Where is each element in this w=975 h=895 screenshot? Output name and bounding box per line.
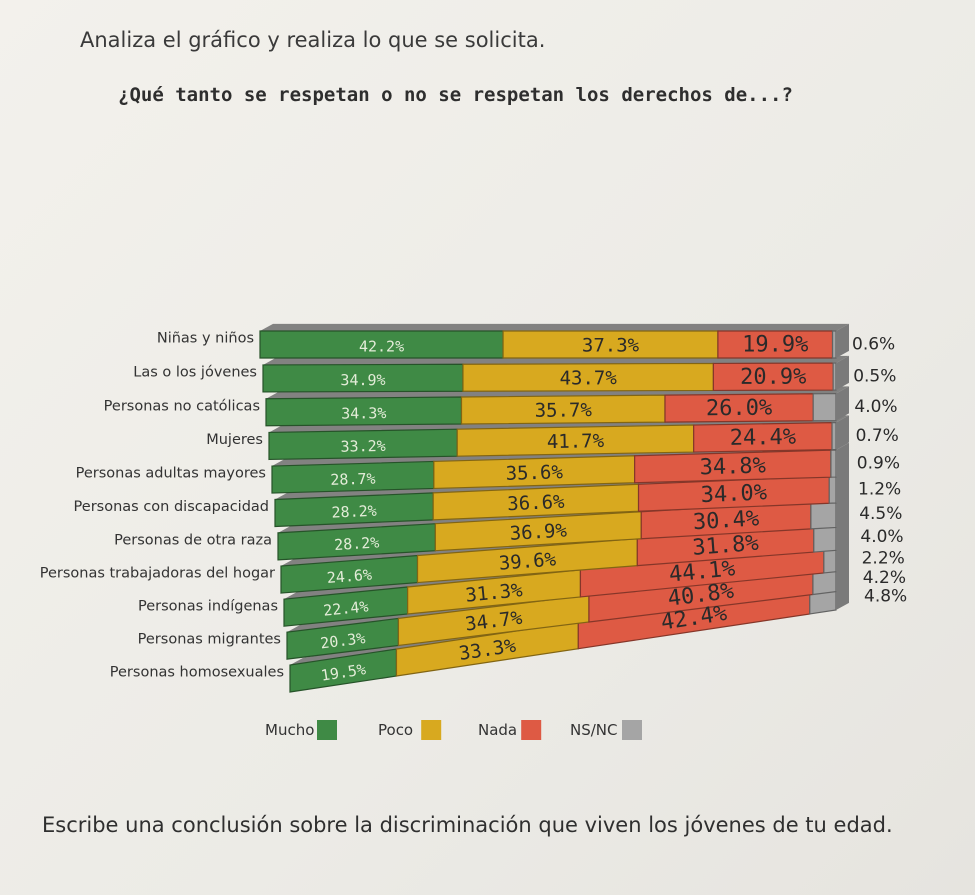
bars-group xyxy=(259,323,849,693)
legend-label: Poco xyxy=(378,721,413,739)
conclusion-prompt: Escribe una conclusión sobre la discrimi… xyxy=(42,813,893,837)
legend-item: Mucho xyxy=(265,720,337,740)
bar-nsnc-segment xyxy=(830,449,837,478)
bar-end-cap xyxy=(836,415,849,450)
bar-depth-face xyxy=(260,323,849,331)
labels-group: 19.5%33.3%42.4%20.3%34.7%40.8%22.4%31.3%… xyxy=(319,333,808,685)
legend-swatch xyxy=(622,720,642,740)
bar-row xyxy=(265,386,849,427)
bar-value-label: 28.7% xyxy=(330,470,376,489)
bar-value-label: 34.0% xyxy=(700,480,767,508)
bar-value-label: 34.3% xyxy=(341,404,386,422)
bar-value-label: 42.2% xyxy=(359,338,404,356)
nsnc-value-label: 0.9% xyxy=(857,454,900,474)
category-label: Personas de otra raza xyxy=(114,532,272,548)
bar-nsnc-segment xyxy=(812,392,837,422)
bar-value-label: 35.6% xyxy=(505,461,563,485)
legend-label: Nada xyxy=(478,721,517,739)
legend-label: NS/NC xyxy=(570,721,618,739)
bar-value-label: 30.4% xyxy=(692,506,760,535)
category-label: Personas indígenas xyxy=(138,599,278,615)
bar-value-label: 35.7% xyxy=(535,399,593,422)
bar-value-label: 20.3% xyxy=(319,629,366,652)
bar-value-label: 34.8% xyxy=(699,454,766,481)
bar-nsnc-segment xyxy=(832,362,837,391)
bar-value-label: 36.6% xyxy=(507,491,566,515)
category-label: Las o los jóvenes xyxy=(133,364,257,380)
bar-value-label: 24.4% xyxy=(730,425,797,451)
legend-swatch xyxy=(521,720,542,740)
nsnc-value-label: 4.0% xyxy=(854,397,897,417)
bar-value-label: 22.4% xyxy=(323,597,370,619)
bar-value-label: 41.7% xyxy=(547,430,605,453)
chart-title: ¿Qué tanto se respetan o no se respetan … xyxy=(118,84,793,106)
bar-value-label: 19.9% xyxy=(742,333,808,358)
bar-value-label: 37.3% xyxy=(582,335,640,357)
bar-end-cap xyxy=(836,323,849,358)
bar-value-label: 26.0% xyxy=(706,396,772,422)
bar-value-label: 24.6% xyxy=(326,566,372,587)
legend-swatch xyxy=(421,720,442,740)
bar-value-label: 31.8% xyxy=(692,531,760,561)
bar-nsnc-segment xyxy=(828,475,837,504)
bar-nsnc-segment xyxy=(831,330,837,359)
category-label: Mujeres xyxy=(206,432,263,448)
nsnc-value-label: 0.5% xyxy=(853,367,896,387)
category-label: Personas con discapacidad xyxy=(74,499,269,515)
bar-value-label: 28.2% xyxy=(334,533,380,554)
bar-value-label: 34.9% xyxy=(340,371,385,389)
bar-value-label: 36.9% xyxy=(509,520,568,545)
legend-item: Nada xyxy=(478,720,542,740)
nsnc-value-label: 2.2% xyxy=(862,548,905,568)
bar-nsnc-segment xyxy=(810,499,837,530)
bar-end-cap xyxy=(836,355,849,391)
category-label: Niñas y niños xyxy=(157,331,254,347)
bar-nsnc-segment xyxy=(831,421,837,451)
legend-item: NS/NC xyxy=(570,720,642,740)
nsnc-value-label: 4.2% xyxy=(863,568,906,588)
category-label: Personas homosexuales xyxy=(110,665,284,681)
nsnc-value-label: 0.7% xyxy=(856,426,899,446)
category-label: Personas trabajadoras del hogar xyxy=(40,566,275,582)
nsnc-value-label: 1.2% xyxy=(858,480,901,500)
legend-item: Poco xyxy=(378,720,442,740)
bar-value-label: 28.2% xyxy=(331,502,377,522)
nsnc-value-label: 0.6% xyxy=(852,335,895,355)
instruction-text: Analiza el gráfico y realiza lo que se s… xyxy=(80,28,546,52)
bar-value-label: 39.6% xyxy=(498,548,557,574)
stacked-bar-chart: Personas homosexuales 4.8% Personas migran… xyxy=(40,323,907,740)
bar-end-cap xyxy=(836,386,849,421)
legend-label: Mucho xyxy=(265,721,314,739)
bar-end-cap xyxy=(836,468,849,503)
legend-swatch xyxy=(317,720,337,740)
category-label: Personas no católicas xyxy=(104,398,260,414)
bar-end-cap xyxy=(836,493,849,528)
category-label: Personas adultas mayores xyxy=(76,466,266,482)
nsnc-value-label: 4.0% xyxy=(860,527,903,547)
legend: Mucho Poco Nada NS/NC xyxy=(265,720,642,740)
bar-row xyxy=(259,323,849,359)
bar-value-label: 33.2% xyxy=(340,437,385,456)
nsnc-value-label: 4.8% xyxy=(864,587,907,607)
bar-value-label: 20.9% xyxy=(740,365,806,390)
bar-end-cap xyxy=(836,442,849,478)
category-label: Personas migrantes xyxy=(138,632,281,648)
bar-value-label: 43.7% xyxy=(560,367,618,389)
nsnc-value-label: 4.5% xyxy=(859,504,902,524)
